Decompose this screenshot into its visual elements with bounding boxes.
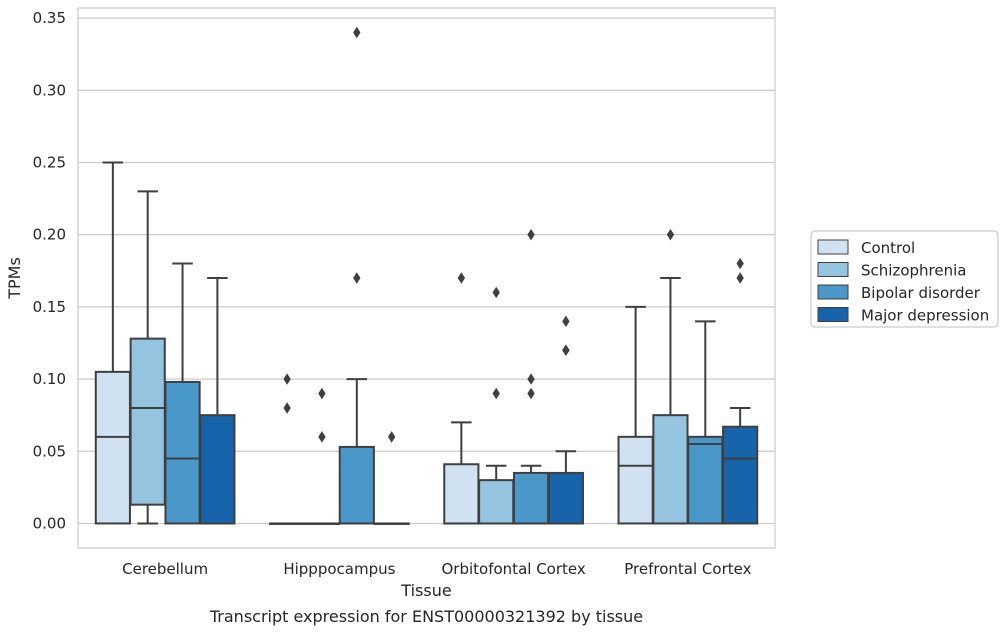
- box-rect: [617, 435, 654, 525]
- legend-swatch: [817, 284, 849, 300]
- box-rect: [722, 425, 759, 525]
- outlier-point: [736, 257, 744, 270]
- x-axis-label: Tissue: [400, 581, 451, 600]
- outlier-point: [527, 373, 535, 385]
- outlier-point: [527, 228, 535, 241]
- outlier-point: [387, 431, 396, 443]
- chart-caption: Transcript expression for ENST0000032139…: [209, 607, 643, 626]
- outlier-point: [353, 26, 361, 39]
- box-rect: [199, 414, 236, 525]
- outlier-point: [492, 286, 500, 299]
- box-3-2: [687, 320, 724, 525]
- outlier-point: [666, 228, 675, 241]
- box-1-0: [269, 373, 306, 525]
- outlier-point: [283, 373, 291, 385]
- box-3-0: [617, 305, 654, 525]
- box-rect: [129, 337, 166, 506]
- legend-box: [810, 230, 999, 328]
- legend-swatch: [817, 239, 849, 255]
- x-tick-labels: Cerebellum Hipppocampus Orbitofontal Corte…: [122, 560, 751, 578]
- y-axis-label: TPMs: [5, 257, 24, 300]
- outlier-point: [562, 315, 570, 328]
- box-0-0: [94, 161, 131, 525]
- y-tick-label: 0.20: [33, 226, 66, 244]
- box-rect: [338, 445, 375, 525]
- box-3-3: [722, 257, 759, 525]
- outlier-point: [457, 272, 466, 284]
- box-2-1: [478, 286, 515, 525]
- x-tick-label: Hipppocampus: [283, 560, 395, 578]
- plot-frame: [77, 7, 776, 549]
- x-tick-label: Orbitofontal Cortex: [442, 560, 586, 578]
- legend-swatch: [817, 307, 849, 322]
- outlier-point: [492, 387, 500, 400]
- box-3-1: [652, 228, 689, 525]
- box-1-1: [303, 387, 341, 525]
- outlier-point: [562, 344, 570, 356]
- box-0-3: [199, 277, 236, 525]
- x-tick-label: Cerebellum: [122, 560, 208, 578]
- box-2-0: [443, 272, 480, 525]
- legend: Control Schizophrenia Bipolar disorder Majo…: [810, 230, 999, 328]
- box-rect: [94, 370, 131, 525]
- box-0-1: [129, 190, 166, 525]
- box-rect: [687, 435, 724, 525]
- y-tick-label: 0.30: [33, 81, 66, 99]
- box-2-3: [547, 315, 584, 525]
- outlier-point: [736, 272, 744, 284]
- box-rect: [512, 471, 550, 525]
- outlier-point: [353, 272, 361, 284]
- x-tick-label: Prefrontal Cortex: [624, 560, 751, 578]
- legend-label: Bipolar disorder: [861, 284, 981, 302]
- y-tick-label: 0.00: [33, 514, 66, 532]
- y-tick-label: 0.35: [33, 9, 66, 27]
- outlier-point: [318, 387, 326, 400]
- box-rect: [652, 414, 689, 525]
- box-2-2: [512, 228, 550, 525]
- y-tick-label: 0.25: [33, 153, 66, 171]
- y-tick-labels: 0.00 0.05 0.10 0.15 0.20 0.25 0.30 0.35: [33, 9, 66, 532]
- box-rect: [547, 471, 584, 525]
- outlier-point: [527, 387, 535, 400]
- outlier-point: [283, 402, 291, 414]
- boxes: [94, 26, 759, 525]
- box-1-3: [373, 431, 410, 525]
- outlier-point: [318, 431, 326, 443]
- box-0-2: [164, 262, 201, 525]
- legend-swatch: [817, 262, 849, 277]
- box-1-2: [338, 26, 375, 525]
- y-tick-label: 0.10: [33, 370, 66, 388]
- box-rect: [164, 380, 201, 525]
- box-rect: [443, 463, 480, 525]
- legend-label: Schizophrenia: [861, 262, 966, 280]
- legend-label: Control: [861, 239, 915, 257]
- y-tick-label: 0.15: [33, 298, 66, 316]
- legend-label: Major depression: [861, 307, 989, 325]
- y-tick-label: 0.05: [33, 442, 66, 460]
- box-rect: [478, 479, 515, 525]
